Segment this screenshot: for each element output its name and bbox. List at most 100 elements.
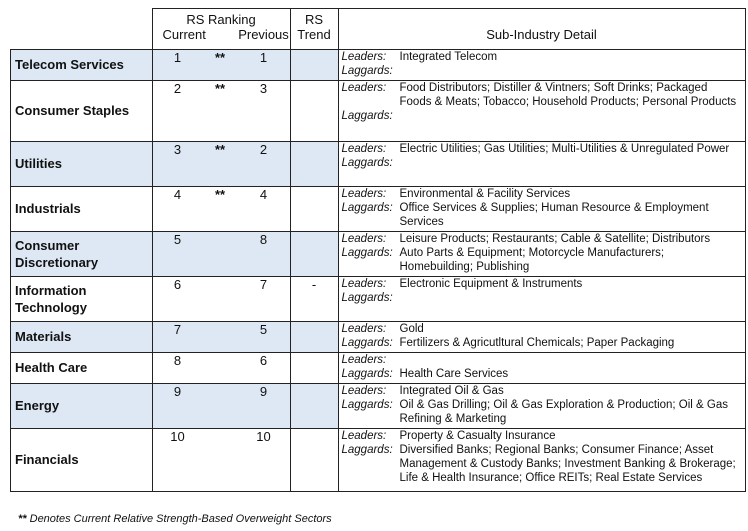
leaders-label: Leaders: <box>341 142 387 155</box>
leaders-line: Leaders: Integrated Oil & Gas <box>339 384 745 398</box>
current-rank-cell: 7 <box>152 321 203 353</box>
sector-cell: Consumer Staples <box>10 80 153 142</box>
previous-rank: 6 <box>259 352 268 368</box>
footnote-text: Denotes Current Relative Strength-Based … <box>26 513 332 525</box>
trend-cell: - <box>290 276 339 322</box>
previous-rank: 8 <box>259 231 268 247</box>
detail-cell: Leaders: Integrated Telecom Laggards: <box>338 49 746 81</box>
header-previous: Previous <box>237 27 291 50</box>
previous-rank: 1 <box>259 49 268 65</box>
current-rank: 4 <box>173 186 182 202</box>
current-rank-cell: 5 <box>152 231 203 277</box>
leaders-value: Integrated Oil & Gas <box>399 384 504 397</box>
laggards-value <box>400 156 745 170</box>
detail-cell: Leaders: Environmental & Facility Service… <box>338 186 746 232</box>
sector-name: Financials <box>15 452 79 467</box>
table-row: Utilities 3 ** 2 Leaders: Electric Utilities;… <box>10 141 746 187</box>
current-rank: 8 <box>173 352 182 368</box>
leaders-value: Food Distributors; Distiller & Vintners;… <box>399 81 737 108</box>
footnote-stars: ** <box>18 513 27 525</box>
laggards-line: Laggards: Oil & Gas Drilling; Oil & Gas E… <box>339 398 745 426</box>
leaders-value: Environmental & Facility Services <box>399 187 571 200</box>
laggards-line: Laggards: Office Services & Supplies; Hum… <box>339 201 745 229</box>
table-row: Materials 7 5 Leaders: Gold Laggards: Fertiliz… <box>10 321 746 353</box>
previous-rank-cell: 3 <box>237 80 291 142</box>
header-rs-ranking: RS Ranking <box>151 8 291 27</box>
leaders-value: Electric Utilities; Gas Utilities; Multi… <box>399 142 730 155</box>
star-cell <box>202 428 238 492</box>
header-current: Current <box>151 27 238 50</box>
trend-cell <box>290 352 339 384</box>
leaders-label: Leaders: <box>341 353 387 366</box>
previous-rank-cell: 10 <box>237 428 291 492</box>
sector-name: Materials <box>15 329 72 344</box>
previous-rank-cell: 7 <box>237 276 291 322</box>
sector-cell: Telecom Services <box>10 49 153 81</box>
trend-cell <box>290 428 339 492</box>
leaders-line: Leaders: Integrated Telecom <box>339 50 745 64</box>
sector-cell: Industrials <box>10 186 153 232</box>
leaders-label: Leaders: <box>341 384 387 397</box>
current-rank-cell: 1 <box>152 49 203 81</box>
leaders-label: Leaders: <box>341 187 387 200</box>
leaders-label: Leaders: <box>341 277 387 290</box>
sector-cell: Materials <box>10 321 153 353</box>
overweight-stars: ** <box>214 49 226 65</box>
star-cell <box>202 276 238 322</box>
overweight-stars: ** <box>214 80 226 96</box>
current-rank-cell: 2 <box>152 80 203 142</box>
laggards-label: Laggards: <box>341 336 393 349</box>
leaders-line: Leaders: Gold <box>339 322 745 336</box>
star-cell <box>202 352 238 384</box>
table-row: Energy 9 9 Leaders: Integrated Oil & Gas Lagg… <box>10 383 746 429</box>
leaders-line: Leaders: Environmental & Facility Service… <box>339 187 745 201</box>
trend-cell <box>290 186 339 232</box>
laggards-value: Fertilizers & Agricutltural Chemicals; P… <box>399 336 675 349</box>
overweight-stars: ** <box>214 186 226 202</box>
leaders-label: Leaders: <box>341 429 387 442</box>
laggards-line: Laggards: Auto Parts & Equipment; Motorcy… <box>339 246 745 274</box>
table-row: Telecom Services 1 ** 1 Leaders: Integrated T… <box>10 49 746 81</box>
previous-rank-cell: 4 <box>237 186 291 232</box>
star-cell: ** <box>202 141 238 187</box>
star-cell <box>202 231 238 277</box>
table-row: Consumer Staples 2 ** 3 Leaders: Food Distrib… <box>10 80 746 142</box>
laggards-label: Laggards: <box>341 246 393 259</box>
trend-cell <box>290 141 339 187</box>
leaders-value: Property & Casualty Insurance <box>399 429 556 442</box>
leaders-line: Leaders: <box>339 353 745 367</box>
previous-rank: 10 <box>256 428 271 444</box>
previous-rank: 3 <box>259 80 268 96</box>
leaders-line: Leaders: Property & Casualty Insurance <box>339 429 745 443</box>
overweight-stars: ** <box>214 141 226 157</box>
previous-rank: 5 <box>259 321 268 337</box>
trend-cell <box>290 383 339 429</box>
detail-cell: Leaders: Laggards: Health Care Services <box>338 352 746 384</box>
sector-name: Health Care <box>15 360 88 375</box>
laggards-label: Laggards: <box>341 443 393 456</box>
previous-rank-cell: 9 <box>237 383 291 429</box>
leaders-value: Electronic Equipment & Instruments <box>399 277 583 290</box>
leaders-value: Integrated Telecom <box>399 50 498 63</box>
leaders-label: Leaders: <box>341 232 387 245</box>
header-sub-industry: Sub-Industry Detail <box>338 27 746 50</box>
header-blank <box>11 9 153 28</box>
previous-rank-cell: 5 <box>237 321 291 353</box>
laggards-value: Office Services & Supplies; Human Resour… <box>399 201 709 228</box>
laggards-line: Laggards: Fertilizers & Agricutltural Che… <box>339 336 745 350</box>
previous-rank-cell: 6 <box>237 352 291 384</box>
detail-cell: Leaders: Property & Casualty Insurance Lag… <box>338 428 746 492</box>
laggards-value: Health Care Services <box>399 367 509 380</box>
laggards-label: Laggards: <box>341 64 393 77</box>
previous-rank: 7 <box>259 276 268 292</box>
previous-rank-cell: 1 <box>237 49 291 81</box>
sector-cell: Utilities <box>10 141 153 187</box>
sector-name: Consumer Staples <box>15 103 130 118</box>
previous-rank: 4 <box>259 186 268 202</box>
laggards-label: Laggards: <box>341 109 393 122</box>
previous-rank: 2 <box>259 141 268 157</box>
laggards-label: Laggards: <box>341 156 393 169</box>
header-detail-top <box>338 8 746 27</box>
star-cell: ** <box>202 186 238 232</box>
laggards-label: Laggards: <box>341 201 393 214</box>
